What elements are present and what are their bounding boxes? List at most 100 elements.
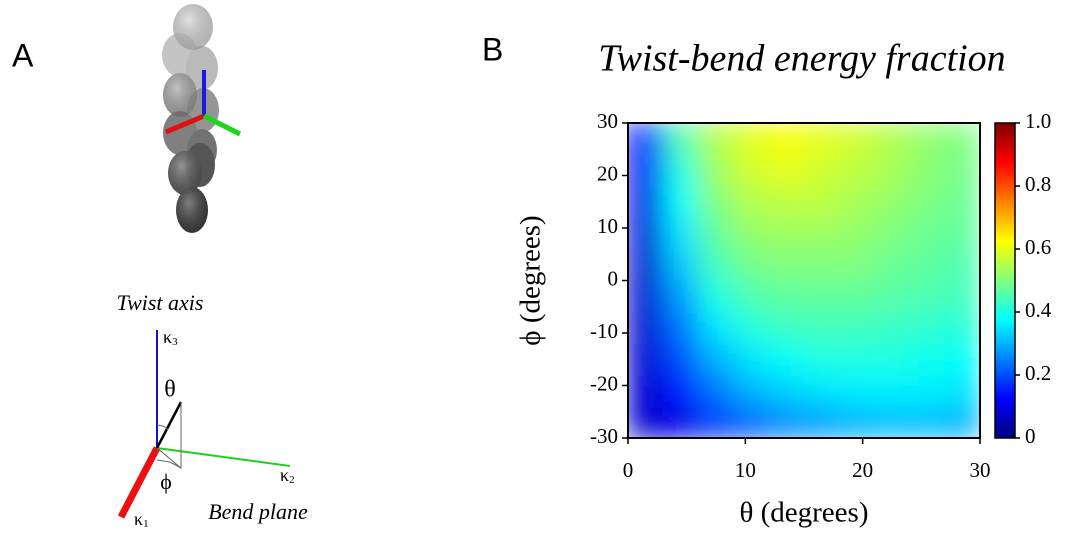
heatmap-cell xyxy=(909,248,946,281)
heatmap-cell xyxy=(662,280,699,313)
heatmap-cell xyxy=(768,406,805,438)
heatmap-cell xyxy=(838,311,875,344)
heatmap-cell xyxy=(803,343,840,376)
heatmap-cell xyxy=(944,311,980,344)
y-tick-label: -30 xyxy=(590,424,618,448)
heatmap-cell xyxy=(873,154,911,187)
heatmap-cell xyxy=(803,406,840,438)
y-axis-label: ϕ (degrees) xyxy=(515,215,547,345)
heatmap-cell xyxy=(662,248,699,281)
heatmap-cell xyxy=(733,154,770,187)
heatmap-cell xyxy=(697,217,735,250)
heatmap-cell xyxy=(909,374,946,407)
heatmap-cell xyxy=(733,374,770,407)
heatmap-cell xyxy=(768,248,805,281)
heatmap-cell xyxy=(768,217,805,250)
heatmap-cell xyxy=(838,280,875,313)
colorbar-tick-label: 0.4 xyxy=(1025,298,1052,322)
heatmap-cell xyxy=(873,217,911,250)
heatmap-cell xyxy=(697,406,735,438)
heatmap-cell xyxy=(697,154,735,187)
heatmap-cell xyxy=(873,185,911,218)
y-tick-label: -10 xyxy=(590,319,618,343)
y-tick-label: 20 xyxy=(597,161,618,185)
heatmap-cell xyxy=(628,343,664,376)
heatmap-cell xyxy=(697,280,735,313)
heatmap-cell xyxy=(768,185,805,218)
heatmap-cell xyxy=(944,154,980,187)
heatmap-cell xyxy=(873,343,911,376)
diagram-label: Twist axis xyxy=(116,290,203,315)
heatmap-cell xyxy=(662,374,699,407)
heatmap-cell xyxy=(944,185,980,218)
heatmap-cell xyxy=(628,374,664,407)
colorbar-tick-label: 0.2 xyxy=(1025,361,1051,385)
heatmap-cell xyxy=(873,311,911,344)
heatmap-cell xyxy=(768,343,805,376)
y-tick-label: 10 xyxy=(597,214,618,238)
heatmap-cell xyxy=(768,374,805,407)
axis-symbol-letter: κ xyxy=(163,327,172,347)
heatmap-cell xyxy=(838,374,875,407)
heatmap-cell xyxy=(733,406,770,438)
heatmap-cell xyxy=(803,217,840,250)
heatmap-cell xyxy=(944,248,980,281)
y-tick-label: 0 xyxy=(608,266,619,290)
axis-symbol-index: 3 xyxy=(172,336,178,348)
heatmap-cell xyxy=(873,406,911,438)
heatmap-cell xyxy=(803,280,840,313)
heatmap-cell xyxy=(803,374,840,407)
heatmap-cell xyxy=(909,217,946,250)
x-tick-label: 20 xyxy=(852,458,873,482)
bead-stack xyxy=(162,4,242,233)
heatmap-cell xyxy=(873,248,911,281)
angle-label: θ xyxy=(164,377,176,403)
colorbar-tick-label: 0.6 xyxy=(1025,235,1051,259)
heatmap-cell xyxy=(803,154,840,187)
heatmap-cell xyxy=(628,154,664,187)
axis-symbol: κ1 xyxy=(134,509,149,529)
axis-symbol-letter: κ xyxy=(280,465,289,485)
axes-diagram xyxy=(117,330,291,519)
heatmap-cell xyxy=(838,185,875,218)
colorbar-tick-label: 1.0 xyxy=(1025,109,1051,133)
x-tick-label: 10 xyxy=(735,458,756,482)
heatmap-cell xyxy=(803,248,840,281)
heatmap-cell xyxy=(733,217,770,250)
heatmap-cell xyxy=(733,280,770,313)
heatmap-cell xyxy=(733,311,770,344)
colorbar-tick-label: 0 xyxy=(1025,424,1036,448)
heatmap-cell xyxy=(768,154,805,187)
axis-symbol-index: 2 xyxy=(289,474,295,486)
heatmap-cell xyxy=(803,185,840,218)
heatmap-cell xyxy=(662,154,699,187)
heatmap-cell xyxy=(662,217,699,250)
heatmap-cell xyxy=(628,311,664,344)
heatmap-cell xyxy=(909,311,946,344)
heatmap-cell xyxy=(697,248,735,281)
heatmap-cell xyxy=(768,311,805,344)
heatmap-cell xyxy=(628,248,664,281)
heatmap-cell xyxy=(838,154,875,187)
heatmap-cell xyxy=(944,123,980,155)
heatmap-cell xyxy=(697,374,735,407)
panel-label: A xyxy=(12,37,34,73)
heatmap-cell xyxy=(662,311,699,344)
y-tick-label: 30 xyxy=(597,109,618,133)
heatmap-cell xyxy=(628,406,664,438)
axis-symbol-letter: κ xyxy=(134,509,143,529)
colorbar-tick-label: 0.8 xyxy=(1025,172,1051,196)
panel-label: B xyxy=(482,31,503,67)
x-tick-label: 30 xyxy=(970,458,991,482)
heatmap-cell xyxy=(628,280,664,313)
heatmap-cell xyxy=(733,248,770,281)
heatmap-cell xyxy=(838,123,875,155)
heatmap-cell xyxy=(838,406,875,438)
colorbar xyxy=(994,122,1016,439)
heatmap-cell xyxy=(944,343,980,376)
x-tick-label: 0 xyxy=(623,458,634,482)
heatmap-cell xyxy=(873,280,911,313)
heatmap-cell xyxy=(838,343,875,376)
axis-symbol-index: 1 xyxy=(143,518,149,530)
